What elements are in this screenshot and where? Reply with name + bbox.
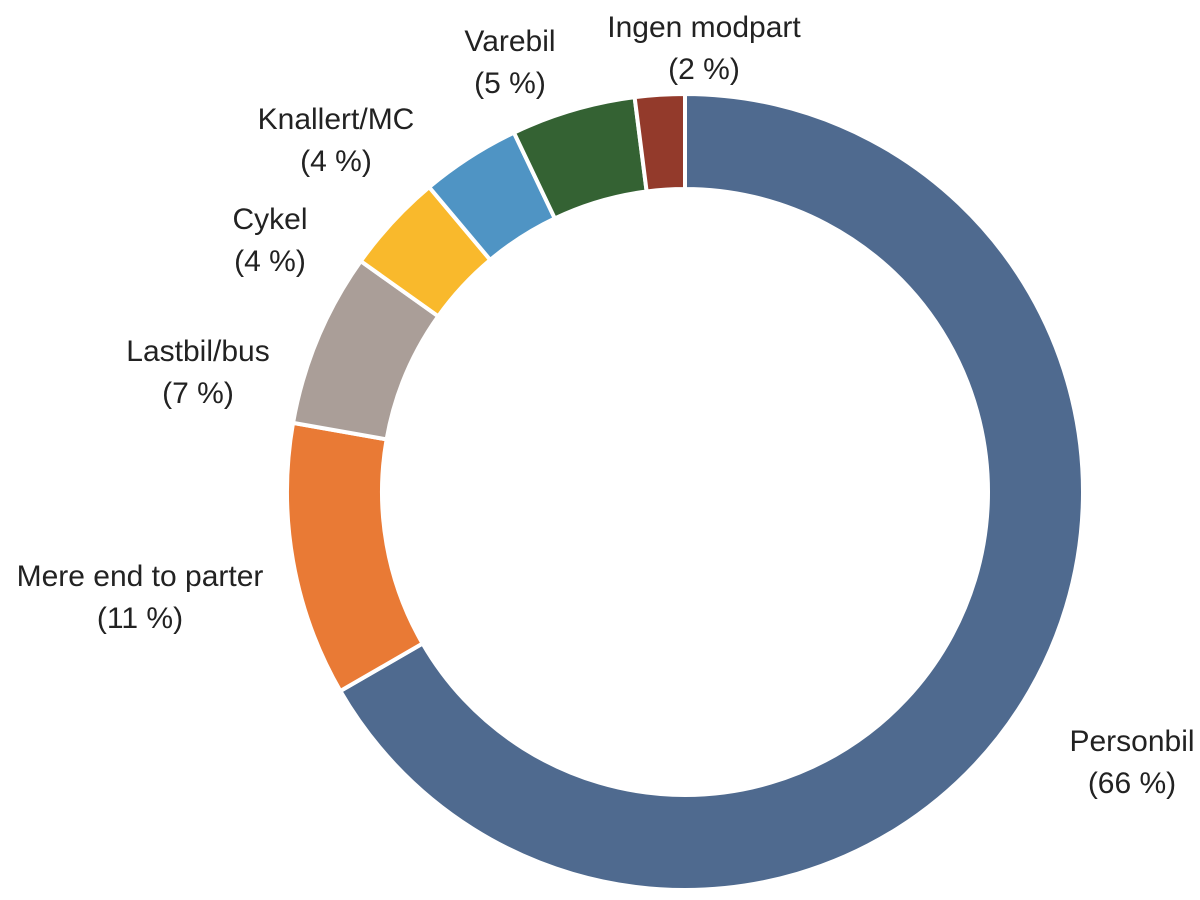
slice-value-mere-end-to-parter: (11 %) — [97, 602, 183, 635]
slice-value-knallert-mc: (4 %) — [300, 145, 372, 178]
slice-mere-end-to-parter — [285, 420, 426, 694]
slice-value-cykel: (4 %) — [234, 245, 306, 278]
slice-label-personbil: Personbil — [1069, 725, 1194, 758]
slice-label-knallert-mc: Knallert/MC — [258, 103, 415, 136]
slice-label-ingen-modpart: Ingen modpart — [607, 11, 801, 44]
slice-label-lastbil-bus: Lastbil/bus — [126, 335, 269, 368]
slice-label-cykel: Cykel — [232, 203, 307, 236]
labels-layer: Personbil (66 %) Mere end to parter (11 %) L… — [17, 11, 1195, 800]
slice-value-varebil: (5 %) — [474, 67, 546, 100]
slice-value-ingen-modpart: (2 %) — [668, 53, 740, 86]
slice-label-mere-end-to-parter: Mere end to parter — [17, 560, 264, 593]
slice-label-varebil: Varebil — [464, 25, 555, 58]
slice-ingen-modpart — [632, 91, 687, 194]
slice-personbil — [337, 91, 1085, 892]
slices-layer — [285, 91, 1085, 892]
slice-value-lastbil-bus: (7 %) — [162, 377, 234, 410]
slice-value-personbil: (66 %) — [1088, 767, 1176, 800]
